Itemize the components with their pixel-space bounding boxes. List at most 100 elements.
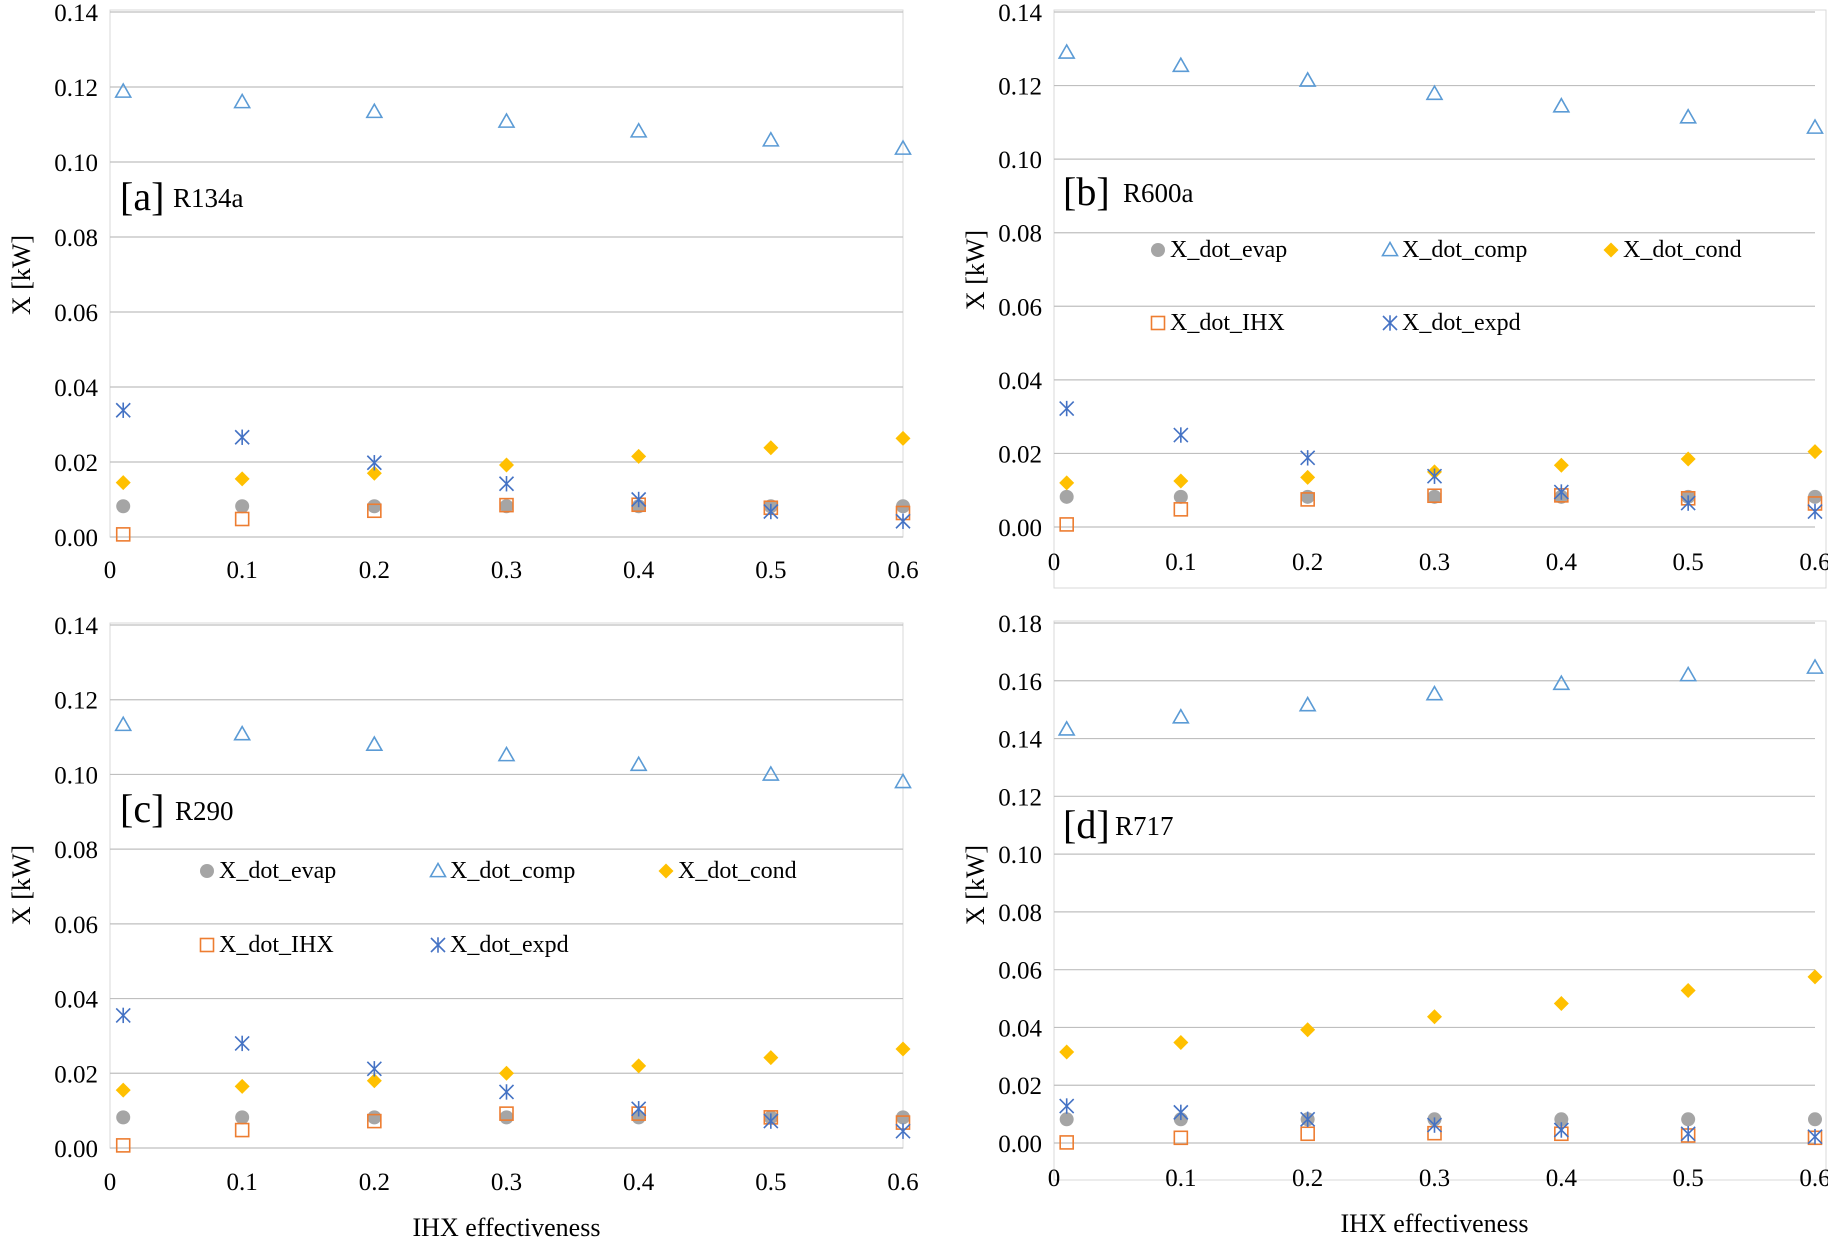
y-tick-label: 0.02 xyxy=(998,1073,1042,1100)
y-tick-label: 0.00 xyxy=(54,1136,98,1163)
series-cond xyxy=(115,1041,911,1098)
legend-marker xyxy=(1381,240,1399,257)
series-expd xyxy=(115,1007,911,1139)
data-point xyxy=(1807,444,1823,460)
data-point xyxy=(1553,995,1569,1011)
data-point xyxy=(499,499,514,514)
data-point xyxy=(234,511,250,527)
x-tick-label: 0.6 xyxy=(887,557,918,584)
panel-a: 0.00 0.02 0.04 0.06 0.08 0.10 0.12 0.14 0 0.1 0.2 0… xyxy=(7,0,919,584)
refrigerant-label: R290 xyxy=(175,796,234,826)
legend-label: X_dot_expd xyxy=(1402,310,1521,336)
data-point xyxy=(114,715,133,732)
data-point xyxy=(1553,1122,1569,1138)
panel-c: 0.00 0.02 0.04 0.06 0.08 0.10 0.12 0.14 0 0.1 0.2 0… xyxy=(7,613,919,1242)
y-tick-label: 0.04 xyxy=(998,368,1042,395)
legend-label: X_dot_comp xyxy=(1402,237,1527,263)
y-tick-label: 0.08 xyxy=(54,225,98,252)
y-axis-label: X [kW] xyxy=(7,235,36,315)
data-point xyxy=(1171,708,1190,724)
data-point xyxy=(1808,1112,1822,1127)
x-tick-label: 0 xyxy=(104,557,117,584)
data-point xyxy=(367,1113,382,1129)
data-point xyxy=(896,1110,910,1125)
legend-marker xyxy=(430,937,446,953)
legend-label: X_dot_evap xyxy=(1170,237,1287,263)
chart-frame xyxy=(1053,9,1827,589)
data-point xyxy=(763,1113,779,1129)
data-point xyxy=(234,1078,250,1094)
y-tick-label: 0.02 xyxy=(998,441,1042,468)
x-tick-label: 0 xyxy=(104,1169,117,1196)
y-tick-label: 0.02 xyxy=(54,450,98,477)
series-evap xyxy=(116,1110,910,1125)
data-point xyxy=(235,499,250,514)
data-point xyxy=(367,499,382,514)
data-point xyxy=(629,122,648,138)
data-point xyxy=(1680,1126,1696,1142)
y-axis-label: X [kW] xyxy=(961,230,990,310)
data-point xyxy=(1300,1022,1316,1038)
data-point xyxy=(367,1110,382,1125)
data-point xyxy=(499,1065,514,1081)
x-axis-label: IHX effectiveness xyxy=(413,1213,601,1242)
data-point xyxy=(1680,982,1696,998)
x-tick-label: 0.5 xyxy=(1673,1165,1704,1192)
y-tick-label: 0.00 xyxy=(998,515,1042,542)
legend-marker xyxy=(1603,242,1619,258)
data-point xyxy=(115,1082,131,1098)
series-ihx xyxy=(1059,1125,1823,1150)
x-tick-label: 0.2 xyxy=(359,1169,390,1196)
data-point xyxy=(1553,457,1569,473)
data-point xyxy=(1427,488,1442,504)
y-tick-label: 0.14 xyxy=(54,613,98,640)
data-point xyxy=(366,1061,382,1077)
data-point xyxy=(895,1041,911,1057)
series-comp xyxy=(1057,658,1824,736)
legend-marker xyxy=(429,861,447,878)
y-tick-label: 0.06 xyxy=(54,300,98,327)
data-point xyxy=(1425,684,1444,701)
data-point xyxy=(365,735,384,751)
panel-tag: [b] xyxy=(1063,169,1110,214)
data-point xyxy=(1171,56,1190,73)
series-expd xyxy=(1059,400,1823,520)
data-point xyxy=(895,1123,911,1139)
x-tick-label: 0 xyxy=(1048,1165,1061,1192)
y-tick-label: 0.14 xyxy=(998,727,1042,754)
y-tick-label: 0.06 xyxy=(54,912,98,939)
data-point xyxy=(233,724,252,741)
data-point xyxy=(1426,468,1443,484)
legend-label: X_dot_comp xyxy=(450,858,575,884)
y-tick-label: 0.06 xyxy=(998,958,1042,985)
data-point xyxy=(1426,1117,1443,1133)
data-point xyxy=(498,1084,515,1100)
data-point xyxy=(761,131,780,147)
x-tick-label: 0.6 xyxy=(1799,549,1828,576)
y-tick-label: 0.10 xyxy=(54,762,98,789)
y-tick-label: 0.04 xyxy=(54,987,98,1014)
x-tick-label: 0.3 xyxy=(1419,1165,1450,1192)
legend-label: X_dot_cond xyxy=(1623,237,1742,263)
chart-frame xyxy=(1053,620,1827,1181)
x-tick-label: 0.5 xyxy=(755,1169,786,1196)
data-point xyxy=(1679,665,1698,682)
data-point xyxy=(1300,1111,1316,1128)
x-tick-label: 0.5 xyxy=(755,557,786,584)
data-point xyxy=(234,1035,250,1052)
y-tick-label: 0.10 xyxy=(998,842,1042,869)
data-point xyxy=(631,491,647,508)
refrigerant-label: R717 xyxy=(1115,811,1174,841)
data-point xyxy=(234,1122,250,1138)
data-point xyxy=(1300,1126,1315,1142)
data-point xyxy=(1059,1112,1074,1127)
data-point xyxy=(115,1138,131,1153)
data-point xyxy=(1552,97,1571,113)
y-tick-label: 0.12 xyxy=(998,74,1042,101)
y-tick-label: 0.08 xyxy=(54,837,98,864)
x-tick-label: 0.2 xyxy=(359,557,390,584)
data-point xyxy=(1173,427,1189,443)
data-point xyxy=(763,1050,779,1066)
data-point xyxy=(116,499,131,514)
data-point xyxy=(1807,969,1823,985)
